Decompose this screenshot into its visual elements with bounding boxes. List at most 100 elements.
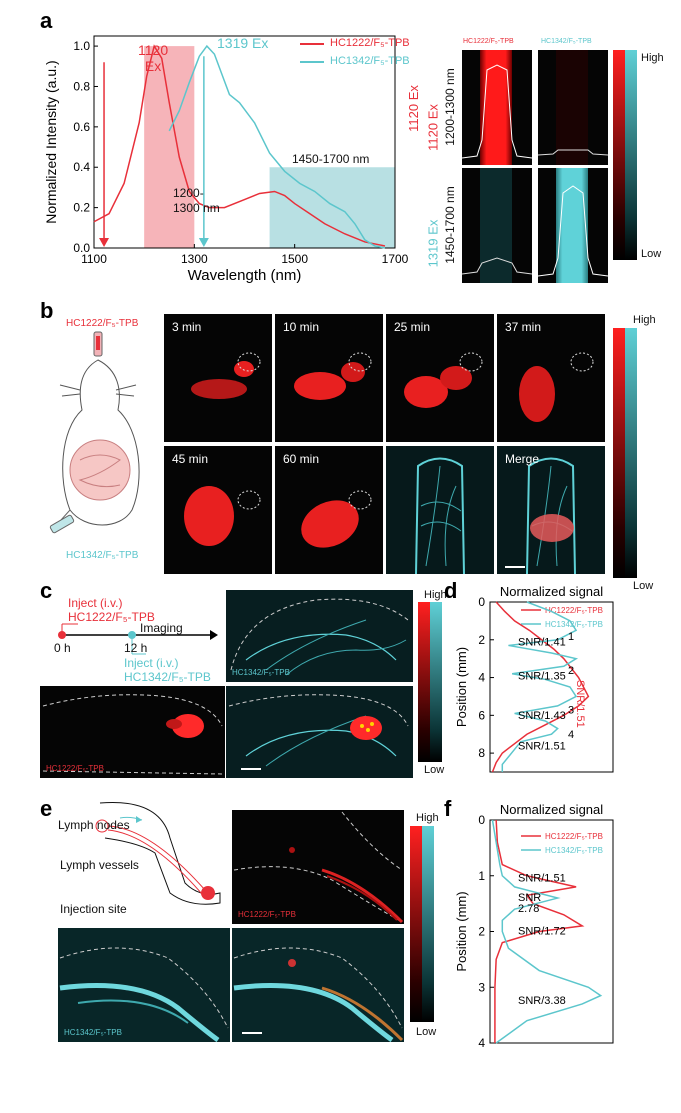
a-ytick-label-0.8: 0.8 bbox=[73, 79, 90, 93]
d-annotation-5: 3 bbox=[568, 704, 574, 716]
d-ytick-label-4: 4 bbox=[478, 671, 485, 685]
b-img-1: 3 min bbox=[164, 314, 272, 442]
b-img-2: 10 min bbox=[275, 314, 383, 442]
a-img-r1c1 bbox=[462, 50, 532, 165]
d-annotation-2: SNR/1.41 bbox=[518, 636, 566, 648]
a-series-1 bbox=[93, 44, 386, 247]
c-img-merge bbox=[226, 686, 413, 778]
e-colorbar-cyan bbox=[422, 826, 434, 1022]
b-merge-label: Merge bbox=[505, 452, 540, 466]
a-img-r1c2 bbox=[538, 50, 608, 165]
a-band-1 bbox=[144, 46, 195, 248]
spectrum-chart: 1100 1300 1500 1700 0.0 0.2 0.4 0.6 0.8 1.0 Wavele… bbox=[43, 35, 409, 284]
c-t1: 12 h bbox=[124, 641, 148, 655]
f-series-2 bbox=[491, 819, 603, 1044]
d-frame bbox=[489, 601, 614, 773]
f-annotation-2-1: 2.78 bbox=[518, 903, 539, 915]
d-annotation-6: SNR/1.43 bbox=[518, 710, 566, 722]
e-img-cyan: HC1342/F₅-TPB bbox=[58, 928, 230, 1042]
b-time-label-5: 45 min bbox=[172, 452, 209, 466]
a-xtick-label-1500: 1500 bbox=[281, 252, 308, 266]
chart-f: Normalized signal 0 1 2 3 4 Position (mm) HC122… bbox=[454, 802, 614, 1048]
panel-letter-c: c bbox=[40, 578, 53, 603]
a-xtick-label-1100: 1100 bbox=[81, 252, 107, 266]
a-row1-band-v: 1200-1300 nm bbox=[443, 68, 457, 146]
a-arrowhead-1319 bbox=[198, 238, 209, 247]
e-img-red-label: HC1222/F₅-TPB bbox=[238, 910, 296, 919]
c-img-red: HC1222/F₅-TPB bbox=[40, 686, 225, 778]
f-ytick-label-4: 4 bbox=[478, 1036, 485, 1048]
d-series-2 bbox=[501, 601, 579, 772]
e-injection-site: Injection site bbox=[60, 902, 127, 916]
panel-letter-e: e bbox=[40, 796, 53, 821]
a-xtick-label-1300: 1300 bbox=[181, 252, 208, 266]
e-lymph-nodes: Lymph nodes bbox=[58, 818, 130, 832]
band1-label: 1200- 1300 nm bbox=[173, 186, 220, 215]
d-snr-side: SNR/1.51 bbox=[574, 680, 586, 728]
f-ytick-label-2: 2 bbox=[478, 925, 485, 939]
d-annotation-7: 4 bbox=[568, 729, 574, 741]
b-img-3: 25 min bbox=[386, 314, 494, 442]
d-annotation-3: 2 bbox=[568, 665, 574, 677]
a-ytick-label-1: 1.0 bbox=[73, 39, 90, 53]
b-time-label-6: 60 min bbox=[283, 452, 320, 466]
c-colorbar-low: Low bbox=[424, 764, 445, 776]
a-colorbar-high: High bbox=[641, 52, 664, 64]
a-row1-ex: 1120 Ex bbox=[405, 85, 421, 132]
b-time-label-3: 25 min bbox=[394, 320, 431, 334]
d-annotation-4: SNR/1.35 bbox=[518, 670, 566, 682]
d-ytick-label-6: 6 bbox=[478, 708, 485, 722]
a-plot-frame bbox=[93, 35, 396, 249]
panel-letter-a: a bbox=[40, 8, 53, 33]
e-img-cyan-label: HC1342/F₅-TPB bbox=[64, 1028, 122, 1037]
b-dye-top: HC1222/F₅-TPB bbox=[66, 318, 139, 329]
c-img-red-label: HC1222/F₅-TPB bbox=[46, 764, 104, 773]
a-col-header-1: HC1222/F₅-TPB bbox=[463, 38, 514, 45]
c-imaging: Imaging bbox=[140, 621, 183, 635]
a-img-r2c1 bbox=[462, 168, 532, 283]
ex1120-unit: Ex bbox=[144, 58, 162, 74]
f-title: Normalized signal bbox=[500, 802, 603, 817]
b-img-7 bbox=[386, 446, 494, 574]
a-xtick-label-1700: 1700 bbox=[382, 252, 409, 266]
c-dye1: HC1222/F₅-TPB bbox=[68, 610, 155, 624]
a-ytick-label-0.4: 0.4 bbox=[73, 160, 90, 174]
a-ylabel: Normalized Intensity (a.u.) bbox=[43, 60, 59, 223]
a-row2-band-v: 1450-1700 nm bbox=[443, 186, 457, 264]
d-legend-label-2: HC1342/F₅-TPB bbox=[545, 620, 603, 629]
e-img-red: HC1222/F₅-TPB bbox=[232, 810, 404, 924]
legend-a-item-2: HC1342/F₅-TPB bbox=[330, 55, 410, 67]
d-annotation-8: SNR/1.51 bbox=[518, 740, 566, 752]
d-annotation-1: 1 bbox=[568, 631, 574, 643]
f-ytick-label-1: 1 bbox=[478, 869, 485, 883]
f-series-1 bbox=[494, 819, 585, 1043]
c-step2: Inject (i.v.) bbox=[124, 656, 179, 670]
c-colorbar-red bbox=[418, 602, 430, 762]
a-ytick-label-0.2: 0.2 bbox=[73, 201, 90, 215]
f-annotation-1: SNR/1.51 bbox=[518, 872, 566, 884]
f-annotation-3: SNR/1.72 bbox=[518, 925, 566, 937]
c-dye2: HC1342/F₅-TPB bbox=[124, 670, 211, 684]
d-ytick-label-0: 0 bbox=[478, 595, 485, 609]
a-colorbar-low: Low bbox=[641, 248, 662, 260]
e-colorbar-red bbox=[410, 826, 422, 1022]
panel-letter-f: f bbox=[444, 796, 452, 821]
b-colorbar-red bbox=[613, 328, 625, 578]
ex1120-label: 1120 Ex bbox=[138, 42, 168, 74]
c-img-cyan-label: HC1342/F₅-TPB bbox=[232, 668, 290, 677]
b-img-4: 37 min bbox=[497, 314, 605, 442]
a-ytick-label-0.6: 0.6 bbox=[73, 120, 90, 134]
a-col-header-2: HC1342/F₅-TPB bbox=[541, 38, 592, 45]
a-row1-ex-v: 1120 Ex bbox=[425, 104, 441, 151]
b-time-label-1: 3 min bbox=[172, 320, 202, 334]
f-legend-label-2: HC1342/F₅-TPB bbox=[545, 846, 603, 855]
a-series-2 bbox=[168, 44, 386, 249]
a-ytick-label-0: 0.0 bbox=[73, 241, 90, 255]
b-colorbar-low: Low bbox=[633, 580, 654, 592]
d-ytick-label-2: 2 bbox=[478, 633, 485, 647]
panel-letter-d: d bbox=[444, 578, 458, 603]
legend-a-item-1: HC1222/F₅-TPB bbox=[330, 37, 410, 49]
a-colorbar-red bbox=[613, 50, 625, 260]
b-colorbar-high: High bbox=[633, 314, 656, 326]
d-ytick-label-8: 8 bbox=[478, 746, 485, 760]
